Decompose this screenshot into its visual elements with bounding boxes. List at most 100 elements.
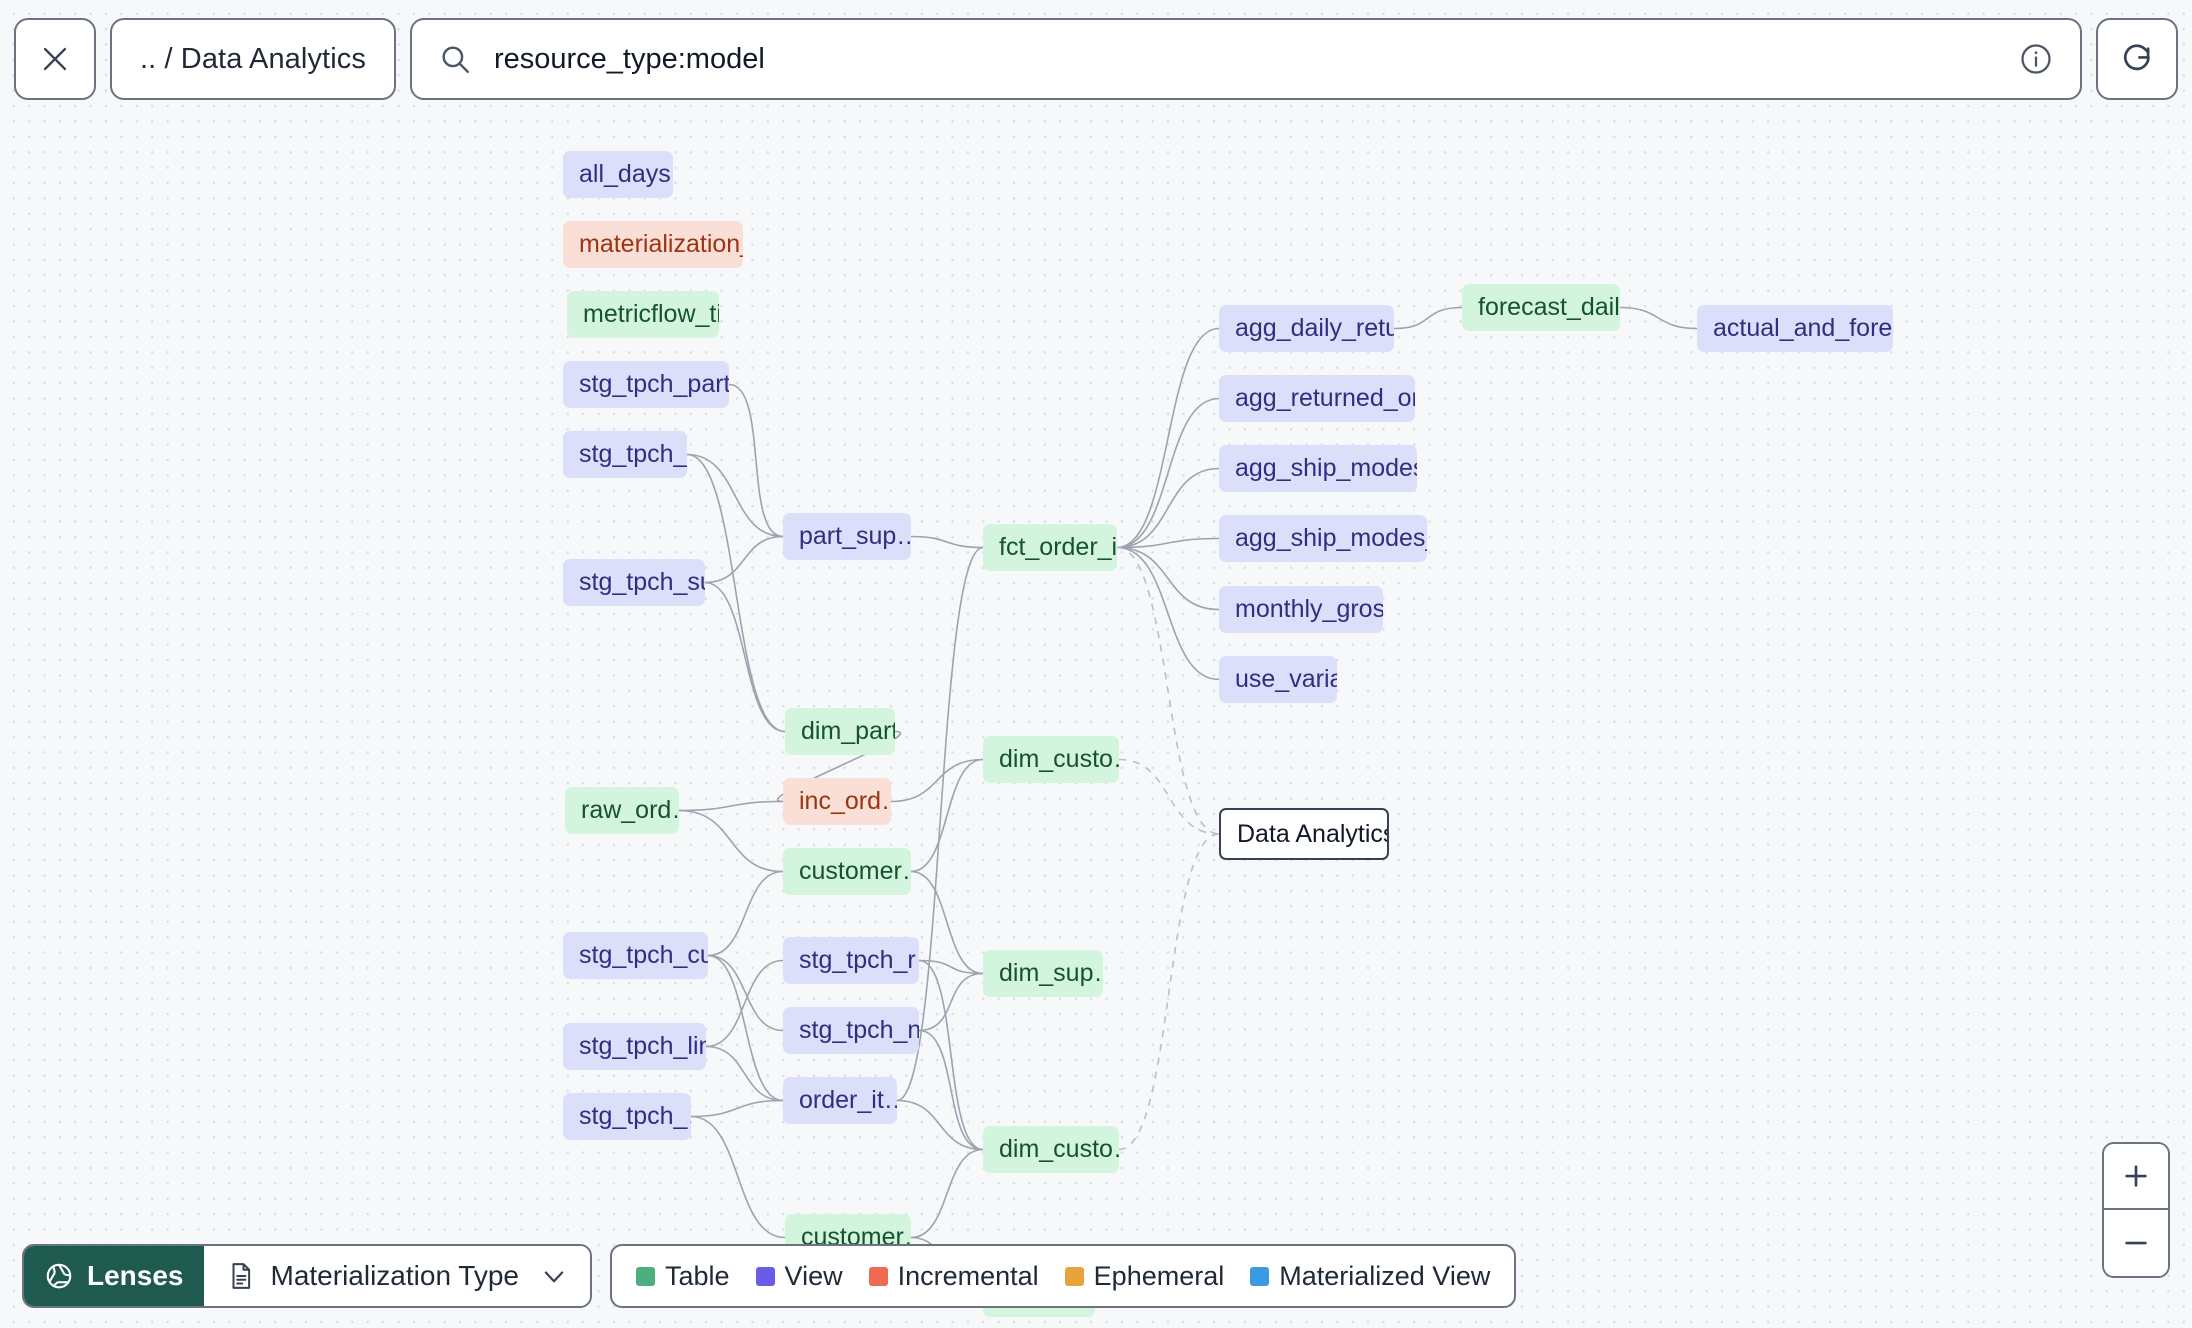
graph-node-stg_tpch_su[interactable]: stg_tpch_su… (563, 559, 705, 606)
graph-node-stg_tpch_cu[interactable]: stg_tpch_cu… (563, 932, 708, 979)
graph-node-label: stg_tpch_r… (799, 946, 919, 974)
graph-node-all_days[interactable]: all_days (563, 151, 673, 198)
graph-node-monthly_gross[interactable]: monthly_gross… (1219, 586, 1383, 633)
zoom-controls (2102, 1142, 2170, 1278)
graph-node-label: inc_ord… (799, 787, 891, 815)
legend-item-materialized-view[interactable]: Materialized View (1250, 1261, 1490, 1292)
graph-edge (1116, 546, 1220, 681)
graph-node-label: materialization_i… (579, 230, 743, 258)
graph-node-metricflow_ti[interactable]: metricflow_ti… (567, 291, 719, 338)
graph-edge (1116, 537, 1220, 549)
graph-node-data_analytics_ext[interactable]: Data Analytics | … (1219, 808, 1389, 860)
graph-node-forecast_daily[interactable]: forecast_daily… (1462, 284, 1620, 331)
graph-node-raw_ord[interactable]: raw_ord… (565, 787, 679, 834)
graph-edge (1116, 546, 1220, 611)
close-button[interactable] (14, 18, 96, 100)
graph-node-label: stg_tpch_lin… (579, 1032, 706, 1060)
zoom-in-button[interactable] (2104, 1144, 2168, 1210)
graph-node-materialization_i[interactable]: materialization_i… (563, 221, 743, 268)
legend-item-ephemeral[interactable]: Ephemeral (1064, 1260, 1225, 1292)
graph-node-stg_tpch_b[interactable]: stg_tpch_… (563, 1093, 691, 1140)
legend-item-view[interactable]: View (755, 1260, 843, 1292)
refresh-button[interactable] (2096, 18, 2178, 100)
graph-node-stg_tpch_n[interactable]: stg_tpch_n… (783, 1007, 919, 1054)
legend-label: Ephemeral (1093, 1260, 1225, 1291)
graph-node-inc_ord[interactable]: inc_ord… (783, 778, 891, 825)
graph-node-agg_ship_modes_d[interactable]: agg_ship_modes_d… (1219, 445, 1417, 492)
graph-node-dim_sup[interactable]: dim_sup… (983, 950, 1103, 997)
search-input[interactable] (493, 42, 1996, 76)
graph-node-fct_order_i[interactable]: fct_order_i… (983, 524, 1117, 571)
lenses-button[interactable]: Lenses (24, 1246, 204, 1306)
refresh-icon (2123, 44, 2150, 71)
legend-swatch (868, 1266, 888, 1286)
graph-node-agg_daily_retur[interactable]: agg_daily_retur… (1219, 305, 1394, 352)
graph-node-label: stg_tpch_part_… (579, 370, 729, 398)
graph-node-label: agg_returned_orde… (1235, 384, 1415, 412)
graph-node-agg_ship_modes_ha[interactable]: agg_ship_modes_ha… (1219, 515, 1427, 562)
graph-node-stg_tpch_r[interactable]: stg_tpch_r… (783, 937, 919, 984)
graph-node-label: agg_ship_modes_ha… (1235, 524, 1427, 552)
graph-edge (910, 1148, 984, 1239)
graph-edge (896, 1099, 984, 1151)
graph-node-label: stg_tpch_n… (799, 1016, 919, 1044)
graph-edge (678, 800, 784, 812)
graph-edge (918, 1029, 984, 1151)
lens-select[interactable]: Materialization Type (203, 1246, 590, 1306)
graph-node-stg_tpch_lin[interactable]: stg_tpch_lin… (563, 1023, 706, 1070)
legend-item-incremental[interactable]: Incremental (868, 1261, 1039, 1292)
legend-swatch (1064, 1266, 1084, 1286)
graph-edge (707, 870, 784, 957)
graph-node-agg_returned_orde[interactable]: agg_returned_orde… (1219, 375, 1415, 422)
graph-edge (705, 959, 784, 1048)
graph-node-label: stg_tpch_su… (579, 568, 705, 596)
graph-edge (1118, 833, 1220, 1151)
legend-label: Table (665, 1260, 730, 1291)
graph-node-actual_and_foreca[interactable]: actual_and_foreca… (1697, 305, 1893, 352)
legend-swatch (636, 1266, 655, 1286)
graph-node-label: order_it… (799, 1086, 897, 1114)
graph-edge (910, 870, 984, 975)
graph-node-label: dim_sup… (999, 959, 1103, 987)
graph-node-part_sup[interactable]: part_sup… (783, 513, 911, 560)
graph-edge (890, 758, 984, 803)
graph-node-dim_custo_a[interactable]: dim_custo… (983, 736, 1119, 783)
legend-label: Materialized View (1279, 1260, 1491, 1291)
bottom-bar: Lenses Materialization Type Table View Inc… (22, 1244, 1517, 1308)
graph-edge (918, 959, 984, 1151)
graph-edge (918, 972, 984, 1032)
graph-node-stg_tpch_part_[interactable]: stg_tpch_part_… (563, 361, 729, 408)
graph-edge (705, 1045, 784, 1102)
graph-node-label: monthly_gross… (1235, 595, 1383, 623)
graph-node-label: stg_tpch_… (579, 440, 687, 468)
legend-label: View (784, 1260, 843, 1291)
lens-control-group: Lenses Materialization Type (22, 1244, 592, 1308)
graph-node-dim_custo_b[interactable]: dim_custo… (983, 1126, 1119, 1173)
graph-edge (1116, 397, 1220, 549)
graph-edge (678, 809, 784, 873)
graph-edge (910, 535, 984, 549)
zoom-out-button[interactable] (2104, 1210, 2168, 1276)
legend-item-table[interactable]: Table (636, 1261, 730, 1292)
graph-edge (1619, 306, 1698, 330)
graph-node-label: part_sup… (799, 522, 911, 550)
graph-node-label: dim_custo… (999, 745, 1119, 773)
graph-edge (1116, 546, 1220, 835)
graph-node-customer_a[interactable]: customer… (783, 848, 911, 895)
graph-edge (690, 1115, 786, 1239)
lineage-graph-canvas[interactable]: all_days materialization_i… metricflow_ti…… (0, 118, 2192, 1328)
graph-node-order_it[interactable]: order_it… (783, 1077, 897, 1124)
breadcrumb[interactable]: .. / Data Analytics (110, 18, 396, 100)
graph-node-label: Data Analytics | … (1237, 819, 1389, 848)
plus-icon (2125, 1165, 2147, 1187)
graph-node-use_varia[interactable]: use_varia… (1219, 656, 1337, 703)
graph-node-label: actual_and_foreca… (1713, 314, 1893, 342)
graph-node-label: use_varia… (1235, 665, 1337, 693)
graph-node-stg_tpch_a[interactable]: stg_tpch_… (563, 431, 687, 478)
graph-edge (910, 758, 984, 873)
search-bar[interactable] (409, 18, 2082, 100)
info-icon[interactable] (2018, 41, 2054, 77)
graph-node-label: agg_ship_modes_d… (1235, 454, 1417, 482)
